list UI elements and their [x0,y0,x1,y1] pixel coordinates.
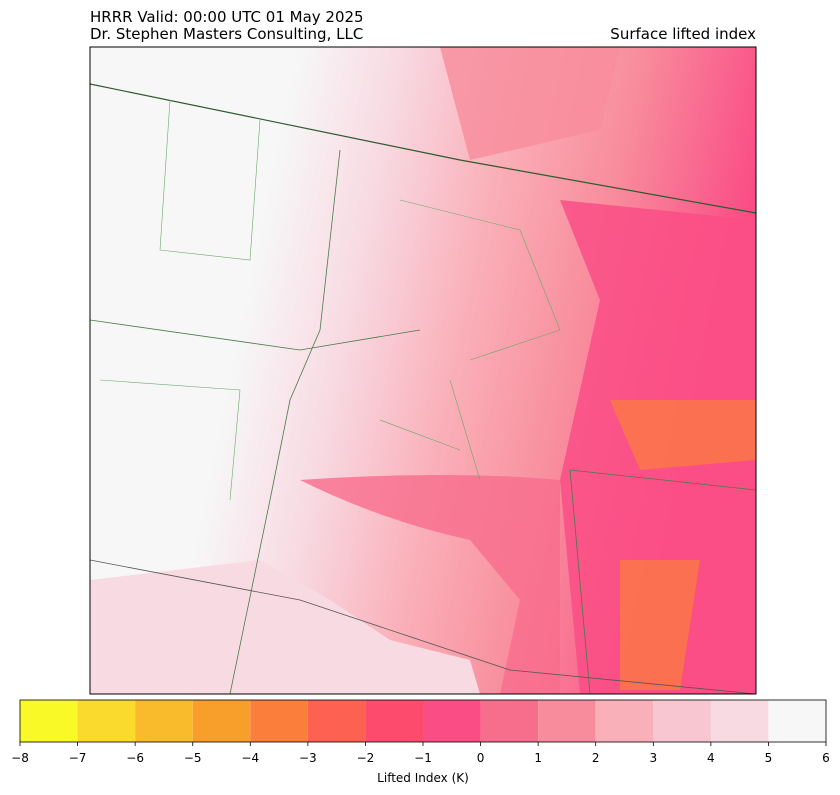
tick-label: −8 [11,751,29,765]
colorbar-segment [768,700,826,742]
border [90,83,756,214]
tick-label: 0 [477,751,485,765]
field-title: Surface lifted index [610,25,756,43]
county-lines [99,99,561,501]
map-field [440,47,620,160]
map-field [300,475,560,694]
colorbar: −8 −7 −6 −5 −4 −3 −2 −1 0 1 2 3 4 5 6 [11,699,830,765]
tick-label: 2 [592,751,600,765]
tick-label: 5 [765,751,773,765]
tick-label: −7 [69,751,87,765]
colorbar-segment [653,700,711,742]
colorbar-segment [20,700,78,742]
tick-label: 4 [707,751,715,765]
colorbar-segment [595,700,654,742]
tick-label: 6 [822,751,830,765]
colorbar-segment [250,700,308,742]
colorbar-segment [307,700,366,742]
map-field [90,560,480,694]
border [90,559,756,694]
colorbar-segment [480,700,539,742]
tick-label: −5 [184,751,202,765]
colorbar-segment [135,700,193,742]
colorbar-segment [365,700,423,742]
tick-label: 1 [534,751,542,765]
tick-label: −4 [241,751,259,765]
tick-label: −3 [299,751,317,765]
map [90,47,756,694]
colorbar-segment [710,700,769,742]
colorbar-segment [423,700,481,742]
tick-label: −1 [414,751,432,765]
map-frame [89,46,757,695]
tick-label: −2 [357,751,375,765]
colorbar-segment [77,700,136,742]
border [90,149,756,694]
colorbar-segment [538,700,596,742]
colorbar-label: Lifted Index (K) [377,771,469,785]
map-field [610,400,756,690]
tick-label: 3 [649,751,657,765]
subtitle: Dr. Stephen Masters Consulting, LLC [90,25,363,43]
tick-label: −6 [126,751,144,765]
title: HRRR Valid: 00:00 UTC 01 May 2025 [90,8,364,26]
colorbar-segment [192,700,251,742]
